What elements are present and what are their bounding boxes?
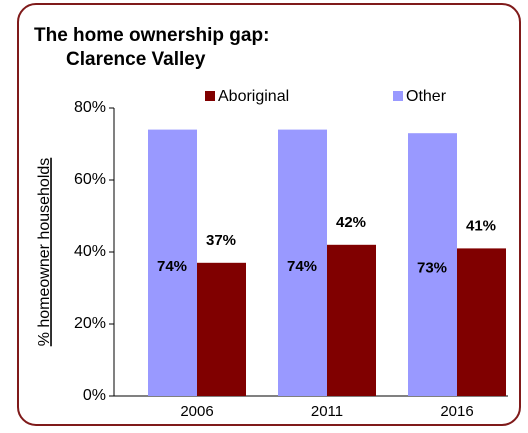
y-tick-label: 60%: [74, 171, 106, 188]
legend-label: Aboriginal: [218, 88, 289, 105]
bar: [278, 129, 327, 396]
bar: [197, 262, 246, 396]
bar: [457, 248, 506, 396]
x-tick-label: 2011: [311, 403, 343, 420]
y-tick-label: 80%: [74, 99, 106, 116]
chart-title: The home ownership gap:: [34, 25, 269, 46]
data-label: 74%: [287, 258, 317, 275]
data-label: 41%: [466, 217, 496, 234]
data-label: 74%: [157, 258, 187, 275]
bar: [408, 133, 457, 396]
legend-swatch: [205, 91, 215, 101]
bar: [327, 244, 376, 396]
data-label: 42%: [336, 214, 366, 231]
y-tick-label: 0%: [83, 387, 106, 404]
data-label: 37%: [206, 232, 236, 249]
y-axis-label: % homeowner households: [36, 158, 53, 347]
x-tick-label: 2006: [180, 403, 213, 420]
frame: [17, 3, 521, 426]
data-label: 73%: [417, 260, 447, 277]
legend-label: Other: [406, 88, 447, 105]
x-tick-label: 2016: [440, 403, 473, 420]
chart-title: Clarence Valley: [66, 49, 206, 70]
legend-swatch: [393, 91, 403, 101]
bar: [148, 129, 197, 396]
y-tick-label: 20%: [74, 315, 106, 332]
y-tick-label: 40%: [74, 243, 106, 260]
